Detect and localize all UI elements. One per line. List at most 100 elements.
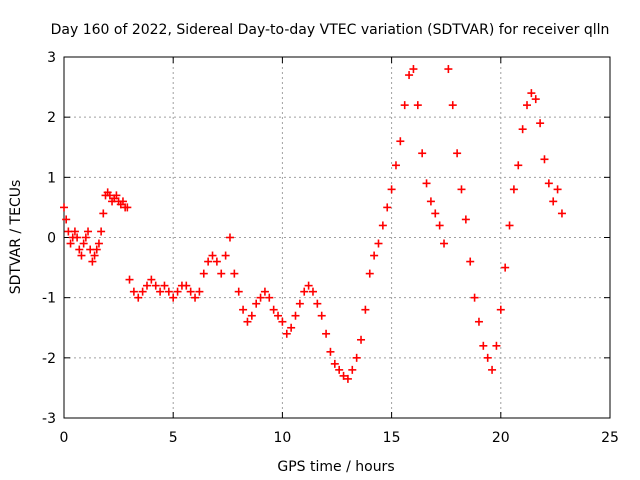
data-point	[221, 251, 230, 260]
data-point	[239, 305, 248, 314]
data-point	[383, 203, 392, 212]
data-point	[322, 329, 331, 338]
data-point	[405, 71, 414, 80]
axis-tick-labels: 0 5 10 15 20 25 -3 -2 -1 0 1 2 3	[42, 50, 619, 446]
x-tick-label: 15	[383, 430, 401, 446]
data-point	[540, 155, 549, 164]
data-point	[81, 233, 90, 242]
data-point	[527, 89, 536, 98]
data-point	[523, 101, 532, 110]
data-point	[73, 233, 82, 242]
data-point	[496, 305, 505, 314]
y-tick-label: -2	[42, 351, 56, 367]
x-tick-label: 25	[601, 430, 619, 446]
data-point	[195, 287, 204, 296]
y-axis-label: SDTVAR / TECUs	[8, 180, 24, 295]
data-point	[173, 287, 182, 296]
data-point	[361, 305, 370, 314]
data-point	[365, 269, 374, 278]
data-point	[217, 269, 226, 278]
data-points	[60, 65, 566, 383]
data-point	[243, 317, 252, 326]
data-point	[370, 251, 379, 260]
data-point	[66, 239, 75, 248]
axis-ticks	[63, 56, 611, 419]
data-point	[553, 185, 562, 194]
data-point	[304, 281, 313, 290]
data-point	[169, 293, 178, 302]
x-tick-label: 20	[492, 430, 510, 446]
data-point	[409, 65, 418, 74]
data-point	[247, 311, 256, 320]
y-tick-label: 1	[47, 170, 56, 186]
data-point	[147, 275, 156, 284]
data-point	[549, 197, 558, 206]
data-point	[339, 371, 348, 380]
data-point	[151, 281, 160, 290]
data-point	[90, 251, 99, 260]
data-point	[343, 374, 352, 383]
data-point	[544, 179, 553, 188]
x-tick-label: 5	[169, 430, 178, 446]
data-point	[317, 311, 326, 320]
data-point	[444, 65, 453, 74]
data-point	[230, 269, 239, 278]
data-point	[129, 287, 138, 296]
data-point	[156, 287, 165, 296]
data-point	[348, 365, 357, 374]
data-point	[138, 287, 147, 296]
data-point	[461, 215, 470, 224]
data-point	[134, 293, 143, 302]
data-point	[422, 179, 431, 188]
data-point	[470, 293, 479, 302]
data-point	[474, 317, 483, 326]
data-point	[204, 257, 213, 266]
grid	[64, 57, 610, 418]
data-point	[112, 191, 121, 200]
data-point	[453, 149, 462, 158]
data-point	[391, 161, 400, 170]
data-point	[300, 287, 309, 296]
data-point	[278, 317, 287, 326]
data-point	[182, 281, 191, 290]
data-point	[440, 239, 449, 248]
data-point	[448, 101, 457, 110]
data-point	[557, 209, 566, 218]
data-point	[426, 197, 435, 206]
data-point	[479, 341, 488, 350]
data-point	[164, 287, 173, 296]
data-point	[505, 221, 514, 230]
y-tick-label: 2	[47, 110, 56, 126]
data-point	[88, 257, 97, 266]
data-point	[396, 137, 405, 146]
data-point	[483, 353, 492, 362]
data-point	[118, 197, 127, 206]
y-tick-label: -1	[42, 291, 56, 307]
data-point	[374, 239, 383, 248]
x-axis-label: GPS time / hours	[277, 459, 394, 475]
data-point	[191, 293, 200, 302]
data-point	[99, 209, 108, 218]
data-point	[94, 239, 103, 248]
data-point	[252, 299, 261, 308]
data-point	[75, 245, 84, 254]
data-point	[70, 227, 79, 236]
data-point	[492, 341, 501, 350]
data-point	[142, 281, 151, 290]
data-point	[269, 305, 278, 314]
data-point	[418, 149, 427, 158]
data-point	[330, 359, 339, 368]
data-point	[466, 257, 475, 266]
data-point	[79, 239, 88, 248]
y-tick-label: -3	[42, 411, 56, 427]
data-point	[357, 335, 366, 344]
data-point	[335, 365, 344, 374]
y-tick-label: 0	[47, 231, 56, 247]
data-point	[208, 251, 217, 260]
x-tick-label: 10	[273, 430, 291, 446]
data-point	[514, 161, 523, 170]
data-point	[125, 275, 134, 284]
data-point	[225, 233, 234, 242]
data-point	[435, 221, 444, 230]
